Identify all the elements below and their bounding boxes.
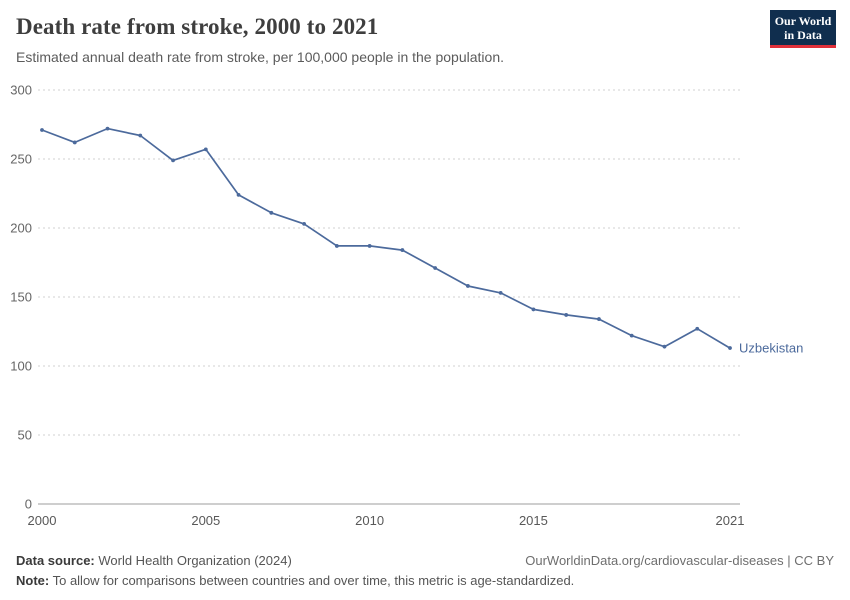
data-point-marker[interactable] bbox=[498, 290, 503, 295]
data-point-marker[interactable] bbox=[695, 326, 700, 331]
footer-note-text: To allow for comparisons between countri… bbox=[49, 573, 575, 588]
x-tick-label: 2010 bbox=[355, 513, 384, 528]
owid-logo-line2: in Data bbox=[784, 27, 822, 42]
chart-header: Death rate from stroke, 2000 to 2021 Est… bbox=[16, 14, 834, 65]
data-point-marker[interactable] bbox=[564, 313, 569, 317]
data-point-marker[interactable] bbox=[105, 126, 110, 131]
chart-footer: Data source: World Health Organization (… bbox=[16, 548, 834, 588]
data-point-marker[interactable] bbox=[203, 147, 208, 152]
footer-source: Data source: World Health Organization (… bbox=[16, 553, 292, 568]
y-tick-label: 300 bbox=[10, 83, 32, 98]
x-tick-label: 2015 bbox=[519, 513, 548, 528]
x-tick-label: 2005 bbox=[191, 513, 220, 528]
footer-source-text: World Health Organization (2024) bbox=[94, 553, 292, 568]
line-chart[interactable]: 0 50 100 150 200 250 300 2000 2005 2010 2015 2021 Uz… bbox=[0, 76, 850, 536]
data-point-marker[interactable] bbox=[40, 128, 44, 132]
data-point-marker[interactable] bbox=[236, 192, 241, 197]
series-end-label[interactable]: Uzbekistan bbox=[739, 341, 803, 356]
y-tick-label: 200 bbox=[10, 221, 32, 236]
chart-title: Death rate from stroke, 2000 to 2021 bbox=[16, 14, 379, 39]
owid-logo-line1: Our World bbox=[774, 13, 832, 28]
data-point-marker[interactable] bbox=[597, 317, 601, 321]
owid-logo: Our World in Data bbox=[770, 10, 836, 48]
data-point-marker[interactable] bbox=[466, 284, 470, 288]
series-line[interactable] bbox=[41, 127, 731, 349]
data-point-marker[interactable] bbox=[367, 244, 372, 248]
y-tick-label: 0 bbox=[25, 497, 32, 512]
data-point-marker[interactable] bbox=[629, 333, 634, 338]
footer-link[interactable]: OurWorldinData.org/cardiovascular-diseas… bbox=[525, 553, 834, 568]
y-tick-label: 100 bbox=[10, 359, 32, 374]
data-point-marker[interactable] bbox=[728, 346, 732, 350]
footer-note: Note: To allow for comparisons between c… bbox=[16, 573, 574, 588]
data-point-marker[interactable] bbox=[400, 248, 405, 252]
data-point-marker[interactable] bbox=[531, 307, 536, 312]
footer-source-row: Data source: World Health Organization (… bbox=[16, 553, 834, 568]
x-tick-label: 2000 bbox=[28, 513, 57, 528]
x-tick-label: 2021 bbox=[716, 513, 745, 528]
data-point-marker[interactable] bbox=[138, 133, 143, 138]
data-point-marker[interactable] bbox=[334, 244, 339, 248]
data-point-marker[interactable] bbox=[269, 210, 274, 215]
footer-source-label: Data source: bbox=[16, 553, 95, 568]
data-point-marker[interactable] bbox=[662, 344, 667, 349]
y-tick-label: 150 bbox=[10, 290, 32, 305]
y-tick-label: 250 bbox=[10, 152, 32, 167]
data-point-marker[interactable] bbox=[433, 266, 438, 270]
chart-subtitle: Estimated annual death rate from stroke,… bbox=[16, 49, 504, 65]
footer-note-label: Note: bbox=[16, 573, 50, 588]
data-point-marker[interactable] bbox=[302, 221, 306, 226]
data-point-marker[interactable] bbox=[72, 140, 77, 145]
chart-area: 0 50 100 150 200 250 300 2000 2005 2010 2015 2021 Uz… bbox=[0, 76, 850, 536]
y-tick-label: 50 bbox=[18, 428, 32, 443]
data-point-marker[interactable] bbox=[171, 158, 175, 163]
footer-note-row: Note: To allow for comparisons between c… bbox=[16, 573, 834, 588]
